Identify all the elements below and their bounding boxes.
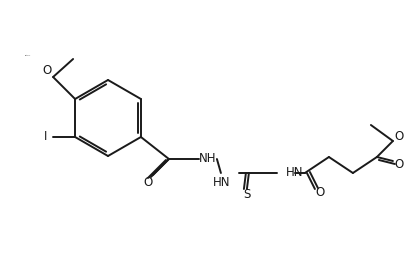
Text: S: S bbox=[243, 188, 250, 201]
Text: I: I bbox=[43, 131, 47, 144]
Text: O: O bbox=[394, 131, 403, 144]
Text: HN: HN bbox=[213, 177, 231, 189]
Text: HN: HN bbox=[286, 166, 303, 179]
Text: O: O bbox=[143, 177, 152, 189]
Text: NH: NH bbox=[199, 151, 217, 165]
Text: O: O bbox=[394, 158, 403, 171]
Text: O: O bbox=[42, 65, 52, 77]
Text: O: O bbox=[315, 186, 325, 199]
Text: methoxy: methoxy bbox=[25, 54, 31, 56]
